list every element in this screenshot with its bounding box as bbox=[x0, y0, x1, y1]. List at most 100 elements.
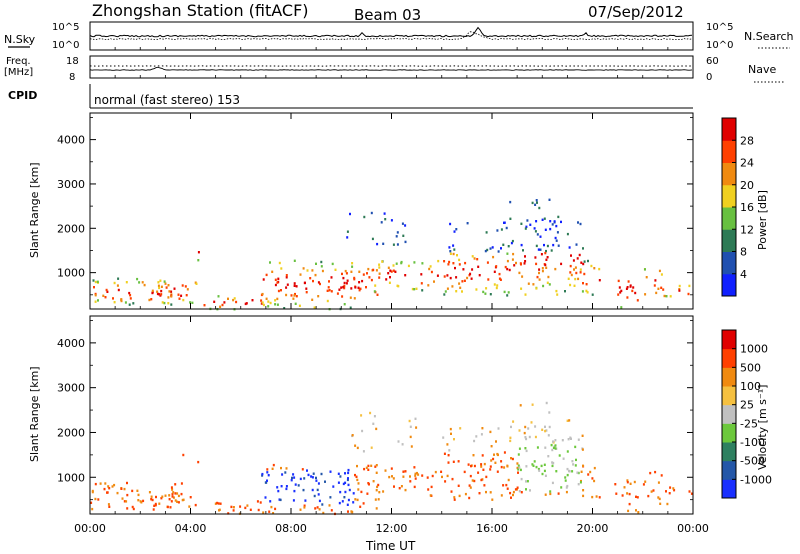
range-gate-cell bbox=[120, 487, 123, 490]
range-gate-cell bbox=[120, 298, 123, 301]
x-tick-label: 12:00 bbox=[376, 522, 408, 535]
range-gate-cell bbox=[344, 481, 347, 484]
range-gate-cell bbox=[94, 280, 97, 284]
range-gate-cell bbox=[489, 430, 492, 434]
range-gate-cell bbox=[512, 490, 515, 494]
range-gate-cell bbox=[316, 506, 319, 509]
range-gate-cell bbox=[593, 466, 596, 470]
range-gate-cell bbox=[283, 307, 286, 310]
range-gate-cell bbox=[450, 432, 452, 435]
range-gate-cell bbox=[150, 498, 153, 501]
range-gate-cell bbox=[428, 267, 431, 271]
range-gate-cell bbox=[213, 300, 216, 303]
range-gate-cell bbox=[519, 404, 522, 407]
range-gate-cell bbox=[544, 425, 546, 428]
range-gate-cell bbox=[567, 438, 570, 441]
range-gate-cell bbox=[626, 479, 629, 482]
range-gate-cell bbox=[527, 282, 530, 285]
range-gate-cell bbox=[427, 284, 430, 287]
range-gate-cell bbox=[555, 470, 558, 473]
range-gate-cell bbox=[326, 299, 329, 303]
range-gate-cell bbox=[174, 499, 177, 502]
range-gate-cell bbox=[357, 286, 360, 289]
range-gate-cell bbox=[301, 468, 304, 471]
range-gate-cell bbox=[315, 479, 318, 482]
range-gate-cell bbox=[448, 449, 451, 452]
range-gate-cell bbox=[404, 274, 407, 277]
range-gate-cell bbox=[177, 293, 180, 296]
range-gate-cell bbox=[443, 260, 446, 263]
nave-label: Nave bbox=[748, 63, 776, 76]
range-gate-cell bbox=[449, 250, 452, 253]
range-gate-cell bbox=[452, 252, 455, 256]
range-gate-cell bbox=[574, 277, 577, 281]
nsearch-series bbox=[89, 31, 693, 41]
range-gate-cell bbox=[143, 283, 146, 287]
range-gate-cell bbox=[534, 256, 537, 259]
range-gate-cell bbox=[564, 290, 566, 293]
range-gate-cell bbox=[478, 492, 481, 495]
range-gate-cell bbox=[631, 289, 634, 293]
range-gate-cell bbox=[293, 284, 296, 287]
range-gate-cell bbox=[645, 276, 648, 279]
power-colorbar-label: Power [dB] bbox=[756, 190, 769, 250]
colorbar-tick-label: 25 bbox=[740, 399, 754, 412]
range-gate-cell bbox=[526, 480, 529, 483]
range-gate-cell bbox=[660, 273, 663, 276]
colorbar-tick-label: 4 bbox=[740, 268, 747, 281]
range-gate-cell bbox=[530, 421, 533, 424]
range-gate-cell bbox=[502, 243, 505, 246]
range-gate-cell bbox=[483, 484, 486, 487]
range-gate-cell bbox=[552, 461, 555, 465]
y-tick-label: 4000 bbox=[57, 134, 85, 147]
range-gate-cell bbox=[536, 275, 539, 279]
range-gate-cell bbox=[554, 439, 557, 442]
colorbar-swatch bbox=[722, 423, 736, 443]
range-gate-cell bbox=[523, 262, 526, 265]
range-gate-cell bbox=[126, 493, 129, 497]
range-gate-cell bbox=[317, 281, 320, 284]
range-gate-cell bbox=[535, 465, 538, 469]
range-gate-cell bbox=[128, 303, 131, 306]
range-gate-cell bbox=[148, 491, 151, 494]
range-gate-cell bbox=[172, 496, 175, 499]
range-gate-cell bbox=[267, 305, 270, 308]
range-gate-cell bbox=[285, 286, 288, 289]
range-gate-cell bbox=[538, 278, 541, 281]
range-gate-cell bbox=[94, 482, 97, 486]
range-gate-cell bbox=[105, 288, 108, 292]
range-gate-cell bbox=[524, 436, 527, 439]
range-gate-cell bbox=[659, 502, 662, 505]
range-gate-cell bbox=[274, 507, 277, 511]
range-gate-cell bbox=[468, 274, 471, 277]
range-gate-cell bbox=[512, 252, 515, 256]
range-gate-cell bbox=[444, 480, 447, 483]
range-gate-cell bbox=[392, 477, 395, 480]
range-gate-cell bbox=[541, 218, 544, 221]
range-gate-cell bbox=[489, 293, 492, 296]
range-gate-cell bbox=[525, 488, 527, 491]
range-gate-cell bbox=[392, 243, 395, 246]
range-gate-cell bbox=[285, 274, 288, 277]
range-gate-cell bbox=[160, 293, 163, 296]
range-gate-cell bbox=[554, 236, 557, 240]
range-gate-cell bbox=[545, 266, 548, 269]
range-gate-cell bbox=[555, 289, 558, 293]
range-gate-cell bbox=[276, 281, 279, 284]
range-gate-cell bbox=[138, 281, 141, 284]
range-gate-cell bbox=[294, 302, 297, 305]
range-gate-cell bbox=[426, 476, 429, 479]
range-gate-cell bbox=[377, 483, 380, 487]
range-gate-cell bbox=[320, 265, 323, 268]
range-gate-cell bbox=[265, 481, 268, 484]
range-gate-cell bbox=[370, 446, 373, 449]
range-gate-cell bbox=[361, 279, 364, 283]
cpid-text: normal (fast stereo) 153 bbox=[94, 93, 240, 107]
range-gate-cell bbox=[321, 503, 324, 506]
range-gate-cell bbox=[591, 477, 594, 480]
range-gate-cell bbox=[381, 260, 384, 263]
range-gate-cell bbox=[197, 259, 200, 262]
range-gate-cell bbox=[397, 285, 400, 288]
range-gate-cell bbox=[500, 465, 503, 469]
range-gate-cell bbox=[356, 478, 359, 482]
